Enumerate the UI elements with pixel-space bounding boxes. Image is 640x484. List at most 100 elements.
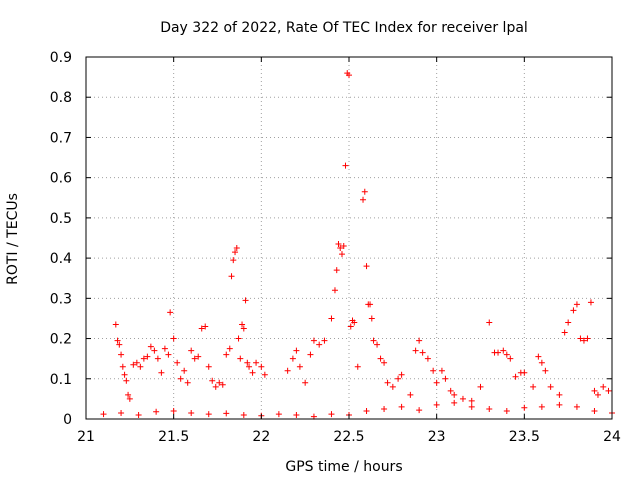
data-point (216, 379, 223, 386)
data-point (335, 241, 342, 248)
data-point (468, 397, 475, 404)
y-tick-label: 0.2 (50, 332, 72, 348)
data-point (240, 325, 247, 332)
x-tick-label: 23 (428, 429, 446, 445)
data-point (451, 399, 458, 406)
data-point (321, 337, 328, 344)
data-point (232, 249, 239, 256)
data-point (577, 335, 584, 342)
data-point (258, 363, 265, 370)
data-point (342, 162, 349, 169)
data-point (605, 387, 612, 394)
data-point (226, 345, 233, 352)
data-point (165, 351, 172, 358)
data-point (495, 349, 502, 356)
data-point (293, 347, 300, 354)
data-point (433, 401, 440, 408)
data-point (228, 273, 235, 280)
data-point (230, 257, 237, 264)
data-point (137, 363, 144, 370)
data-point (296, 363, 303, 370)
data-point (188, 409, 195, 416)
data-point (570, 307, 577, 314)
data-point (591, 407, 598, 414)
data-point (370, 337, 377, 344)
data-point (347, 323, 354, 330)
data-point (188, 347, 195, 354)
data-point (223, 410, 230, 417)
data-point (170, 335, 177, 342)
data-point (503, 351, 510, 358)
data-point (212, 383, 219, 390)
data-point (395, 375, 402, 382)
data-point (293, 411, 300, 418)
data-point (161, 345, 168, 352)
data-point (205, 411, 212, 418)
data-point (209, 377, 216, 384)
y-tick-label: 0.6 (50, 171, 72, 187)
data-point (430, 367, 437, 374)
x-tick-label: 21 (77, 429, 95, 445)
data-point (198, 325, 205, 332)
data-point (177, 375, 184, 382)
data-point (118, 409, 125, 416)
data-point (181, 367, 188, 374)
data-point (600, 383, 607, 390)
data-point (118, 351, 125, 358)
data-point (368, 315, 375, 322)
data-point (205, 363, 212, 370)
data-point (174, 359, 181, 366)
data-point (289, 355, 296, 362)
data-point (384, 379, 391, 386)
x-tick-label: 24 (603, 429, 621, 445)
data-point (116, 341, 123, 348)
data-point (167, 309, 174, 316)
data-point (442, 375, 449, 382)
data-point (337, 245, 344, 252)
data-point (261, 371, 268, 378)
data-point (438, 367, 445, 374)
y-tick-label: 0.4 (50, 251, 72, 267)
data-point (587, 299, 594, 306)
data-point (244, 359, 251, 366)
data-point (547, 383, 554, 390)
data-point (328, 411, 335, 418)
data-point (594, 391, 601, 398)
data-point (468, 403, 475, 410)
data-point (346, 72, 352, 79)
data-point (535, 353, 542, 360)
data-point (153, 408, 160, 415)
x-tick-label: 22.5 (333, 429, 364, 445)
x-tick-label: 23.5 (509, 429, 540, 445)
data-point (147, 343, 154, 350)
data-point (407, 391, 414, 398)
data-point (338, 251, 345, 258)
data-point (233, 245, 240, 252)
tick-layer: 21 21.5 22 22.5 23 23.5 24 0 0.1 0.2 0.3 0.4 0.5 0.6 0… (50, 50, 621, 445)
data-point (363, 407, 370, 414)
data-point (307, 351, 314, 358)
data-point (381, 359, 388, 366)
data-point (237, 355, 244, 362)
data-point (503, 407, 510, 414)
data-point (219, 381, 226, 388)
data-layer (100, 70, 615, 420)
data-point (486, 405, 493, 412)
data-point (246, 363, 253, 370)
data-point (151, 347, 158, 354)
data-point (556, 391, 563, 398)
data-point (184, 379, 191, 386)
data-point (302, 379, 309, 386)
data-point (340, 243, 347, 250)
data-point (140, 355, 147, 362)
chart-title: Day 322 of 2022, Rate Of TEC Index for r… (160, 20, 528, 36)
data-point (433, 379, 440, 386)
data-point (275, 411, 282, 418)
data-point (125, 391, 132, 398)
data-point (239, 321, 246, 328)
data-point (398, 371, 405, 378)
data-point (119, 363, 126, 370)
data-point (459, 395, 466, 402)
data-point (416, 337, 423, 344)
